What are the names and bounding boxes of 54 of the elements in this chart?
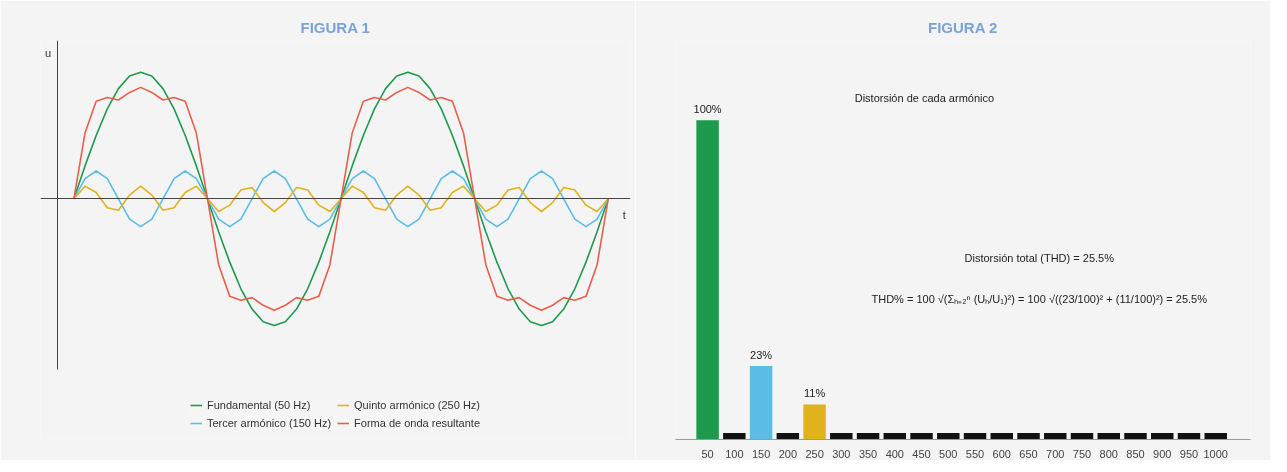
x-tick-label: 1000 <box>1203 447 1228 460</box>
bar <box>856 433 880 440</box>
x-tick-label: 350 <box>858 447 878 460</box>
bar <box>1177 433 1201 440</box>
x-tick-label: 150 <box>751 447 771 460</box>
bar <box>963 433 987 440</box>
bar <box>1044 433 1067 440</box>
x-tick-label: 950 <box>1179 447 1199 460</box>
data-label: 23% <box>750 349 773 362</box>
text: Distorsión de cada armónico <box>854 92 995 105</box>
data-label: 100% <box>693 103 722 116</box>
bar <box>883 433 907 440</box>
chart-title: FIGURA 2 <box>928 18 998 36</box>
x-tick-label: 450 <box>912 447 931 460</box>
legend-label: Tercer armónico (150 Hz) <box>206 417 332 429</box>
x-tick-label: 100 <box>725 447 744 460</box>
x-axis-title: t <box>622 208 626 221</box>
annotation: Distorsión total (THD) = 25.5% <box>964 251 1115 264</box>
bar <box>749 366 773 440</box>
bar <box>830 433 853 440</box>
data-label: 11% <box>803 387 826 400</box>
x-tick-label: 50 <box>701 447 714 460</box>
x-tick-label: 400 <box>885 447 904 460</box>
bar <box>1070 433 1094 440</box>
x-tick-label: 700 <box>1046 447 1065 460</box>
x-tick-label: 800 <box>1099 447 1118 460</box>
x-tick-label: 650 <box>1019 447 1038 460</box>
legend-label: Quinto armónico (250 Hz) <box>354 399 481 411</box>
bar <box>723 433 746 440</box>
x-tick-label: 850 <box>1126 447 1145 460</box>
x-tick-label: 300 <box>832 447 851 460</box>
bar <box>910 433 933 440</box>
legend-label: Fundamental (50 Hz) <box>206 399 311 411</box>
bar <box>776 433 800 440</box>
bar <box>696 120 719 440</box>
x-tick-label: 250 <box>805 447 824 460</box>
bar <box>990 433 1014 440</box>
chart-title: FIGURA 1 <box>300 18 370 36</box>
bar <box>1151 433 1174 440</box>
legend-label: Forma de onda resultante <box>354 417 481 429</box>
x-tick-label: 200 <box>778 447 798 460</box>
y-axis-title: u <box>44 46 52 59</box>
bar <box>1017 433 1040 440</box>
annotation: THD% = 100 √(Σₕ₌₂ⁿ (Uₕ/U₁)²) = 100 √((23/100)² + (11/100)²) = 25.5% <box>871 293 1208 306</box>
x-tick-label: 600 <box>992 447 1011 460</box>
x-tick-label: 550 <box>965 447 985 460</box>
bar <box>1124 433 1147 440</box>
x-tick-label: 750 <box>1072 447 1092 460</box>
bar <box>803 404 826 440</box>
x-tick-label: 900 <box>1153 447 1172 460</box>
bar <box>1097 433 1120 440</box>
bar <box>1204 433 1227 440</box>
x-tick-label: 500 <box>939 447 958 460</box>
bar <box>937 433 960 440</box>
